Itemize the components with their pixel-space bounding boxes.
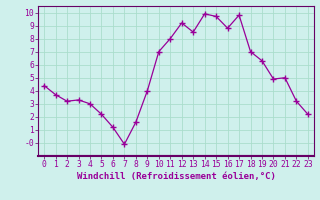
X-axis label: Windchill (Refroidissement éolien,°C): Windchill (Refroidissement éolien,°C): [76, 172, 276, 181]
